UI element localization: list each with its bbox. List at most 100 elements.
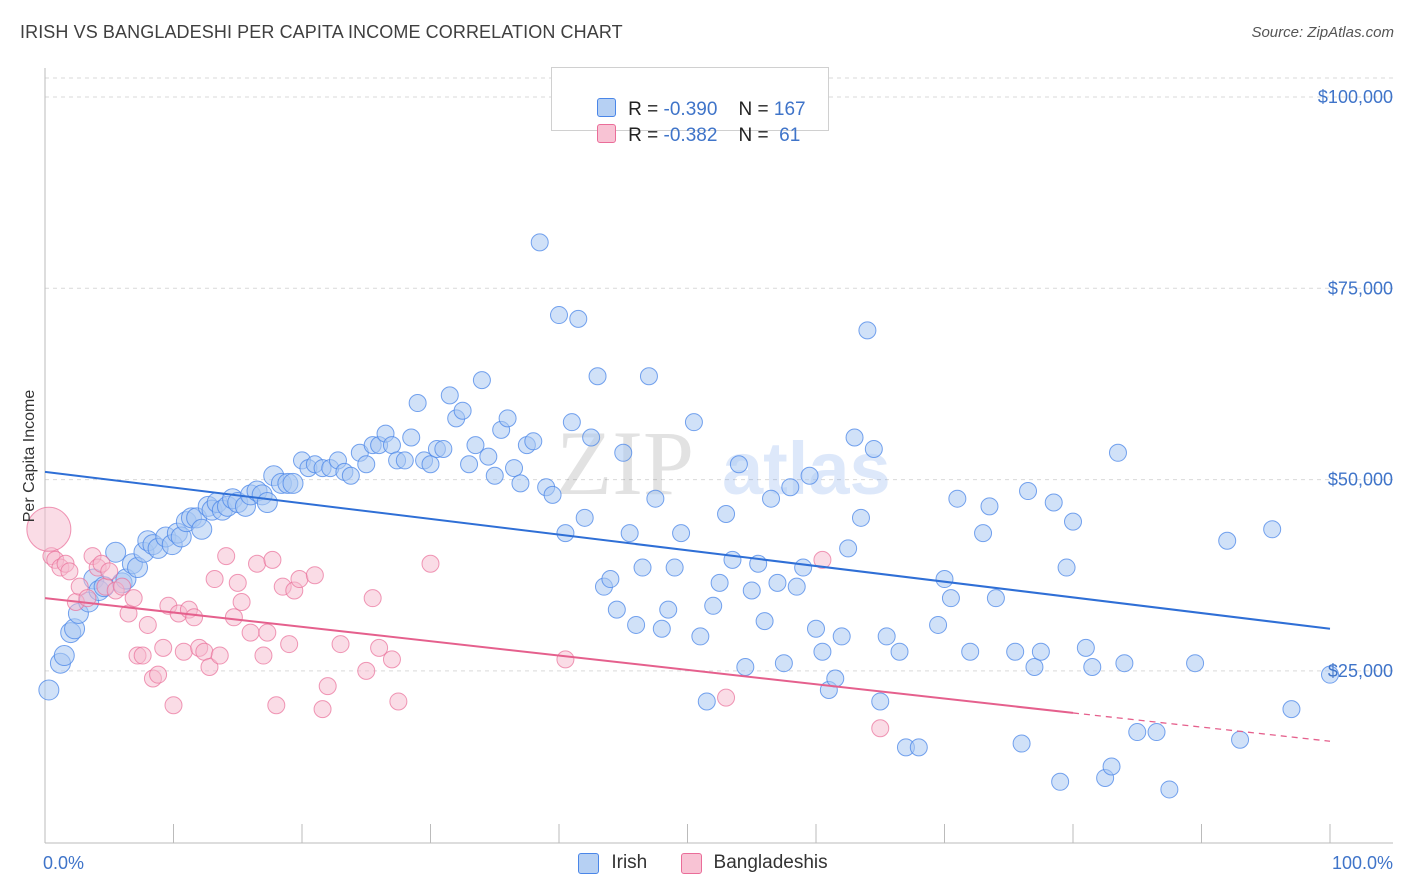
irish-swatch [597, 98, 617, 117]
bangladeshi-point [318, 677, 337, 696]
trend-lines [44, 470, 1331, 742]
bangladeshi-point [228, 573, 247, 592]
irish-point [1076, 638, 1095, 657]
irish-point [1108, 443, 1127, 462]
bangladeshi-point [113, 577, 132, 596]
irish-point [774, 654, 793, 673]
irish-point [909, 738, 928, 757]
irish-point [191, 518, 213, 540]
irish-point [601, 570, 620, 589]
irish-point [659, 600, 678, 619]
bangladeshi-point [248, 554, 267, 573]
bangladeshi-point [280, 635, 299, 654]
irish-point [858, 321, 877, 340]
irish-point [485, 466, 504, 485]
irish-point [672, 524, 691, 543]
bangladeshi-point [60, 562, 79, 581]
irish-point [710, 573, 729, 592]
irish-point [1083, 658, 1102, 677]
irish-point [1231, 730, 1250, 749]
irish-point [845, 428, 864, 447]
bangladeshi-point [200, 658, 219, 677]
irish-point [395, 451, 414, 470]
irish-point [556, 524, 575, 543]
irish-point [1218, 531, 1237, 550]
irish-point [704, 596, 723, 615]
irish-point [575, 508, 594, 527]
legend-r-label: R = [628, 99, 659, 120]
irish-point [466, 436, 485, 455]
irish-point [256, 492, 278, 514]
irish-point [684, 413, 703, 432]
irish-point [1057, 558, 1076, 577]
legend-label-bangladeshi: Bangladeshis [713, 852, 828, 873]
legend-n-label: N = [738, 125, 769, 146]
bangladeshi-point [133, 646, 152, 665]
irish-point [1031, 642, 1050, 661]
bangladeshi-point [267, 696, 286, 715]
irish-point [479, 447, 498, 466]
irish-point [408, 394, 427, 413]
irish-point [357, 455, 376, 474]
irish-point [980, 497, 999, 516]
irish-point [1128, 723, 1147, 742]
irish-point [460, 455, 479, 474]
x-tick-labels: 0.0% 100.0% [43, 853, 1393, 873]
irish-point [890, 642, 909, 661]
bangladeshi-point [164, 696, 183, 715]
irish-point [1282, 700, 1301, 719]
irish-point [755, 612, 774, 631]
irish-point [505, 459, 524, 478]
irish-point [1064, 512, 1082, 531]
legend-item-bangladeshi: Bangladeshis [680, 852, 828, 874]
irish-point [697, 692, 716, 711]
axes [44, 68, 1393, 844]
bangladeshi-point [26, 506, 72, 552]
irish-point [691, 627, 710, 646]
legend-n-value-irish: 167 [773, 99, 806, 120]
irish-point [851, 508, 870, 527]
irish-point [341, 466, 360, 485]
bangladeshi-trend-line [44, 597, 1074, 714]
irish-legend-swatch [578, 852, 600, 874]
legend-row-bangladeshi: R = -0.382 N = 61 [576, 102, 800, 146]
irish-point [105, 541, 127, 563]
series-legend: Irish Bangladeshis [0, 852, 1406, 880]
irish-point [652, 619, 671, 638]
source-label: Source: ZipAtlas.com [1251, 24, 1394, 41]
irish-point [1025, 658, 1044, 677]
irish-point [524, 432, 543, 451]
watermark: ZIP atlas [556, 412, 891, 514]
irish-point [434, 439, 453, 458]
irish-point [864, 439, 883, 458]
bangladeshi-point [124, 589, 143, 608]
irish-point [781, 478, 800, 497]
bangladeshi-point [174, 642, 193, 661]
irish-point [729, 455, 748, 474]
irish-point [929, 615, 948, 634]
bangladeshi-points [26, 506, 890, 738]
irish-point [832, 627, 851, 646]
irish-point [813, 642, 832, 661]
irish-point [839, 539, 858, 558]
irish-point [1186, 654, 1205, 673]
bangladeshi-point [331, 635, 350, 654]
y-tick-label: $100,000 [1318, 87, 1393, 107]
irish-point [498, 409, 517, 428]
irish-trend-line [44, 470, 1331, 630]
y-tick-label: $25,000 [1328, 661, 1393, 681]
irish-point [717, 504, 736, 523]
irish-point [986, 589, 1005, 608]
irish-point [1263, 520, 1282, 539]
bangladeshi-point [871, 719, 890, 738]
irish-point [1051, 772, 1070, 791]
x-tick-label: 0.0% [43, 853, 84, 873]
irish-point [1012, 734, 1031, 753]
bangladeshi-point [241, 623, 260, 642]
irish-point [1321, 665, 1339, 684]
bangladeshi-point [290, 570, 309, 589]
legend-r-label: R = [628, 125, 659, 146]
bangladeshi-point [717, 688, 736, 707]
irish-point [736, 658, 755, 677]
irish-point [569, 309, 588, 328]
